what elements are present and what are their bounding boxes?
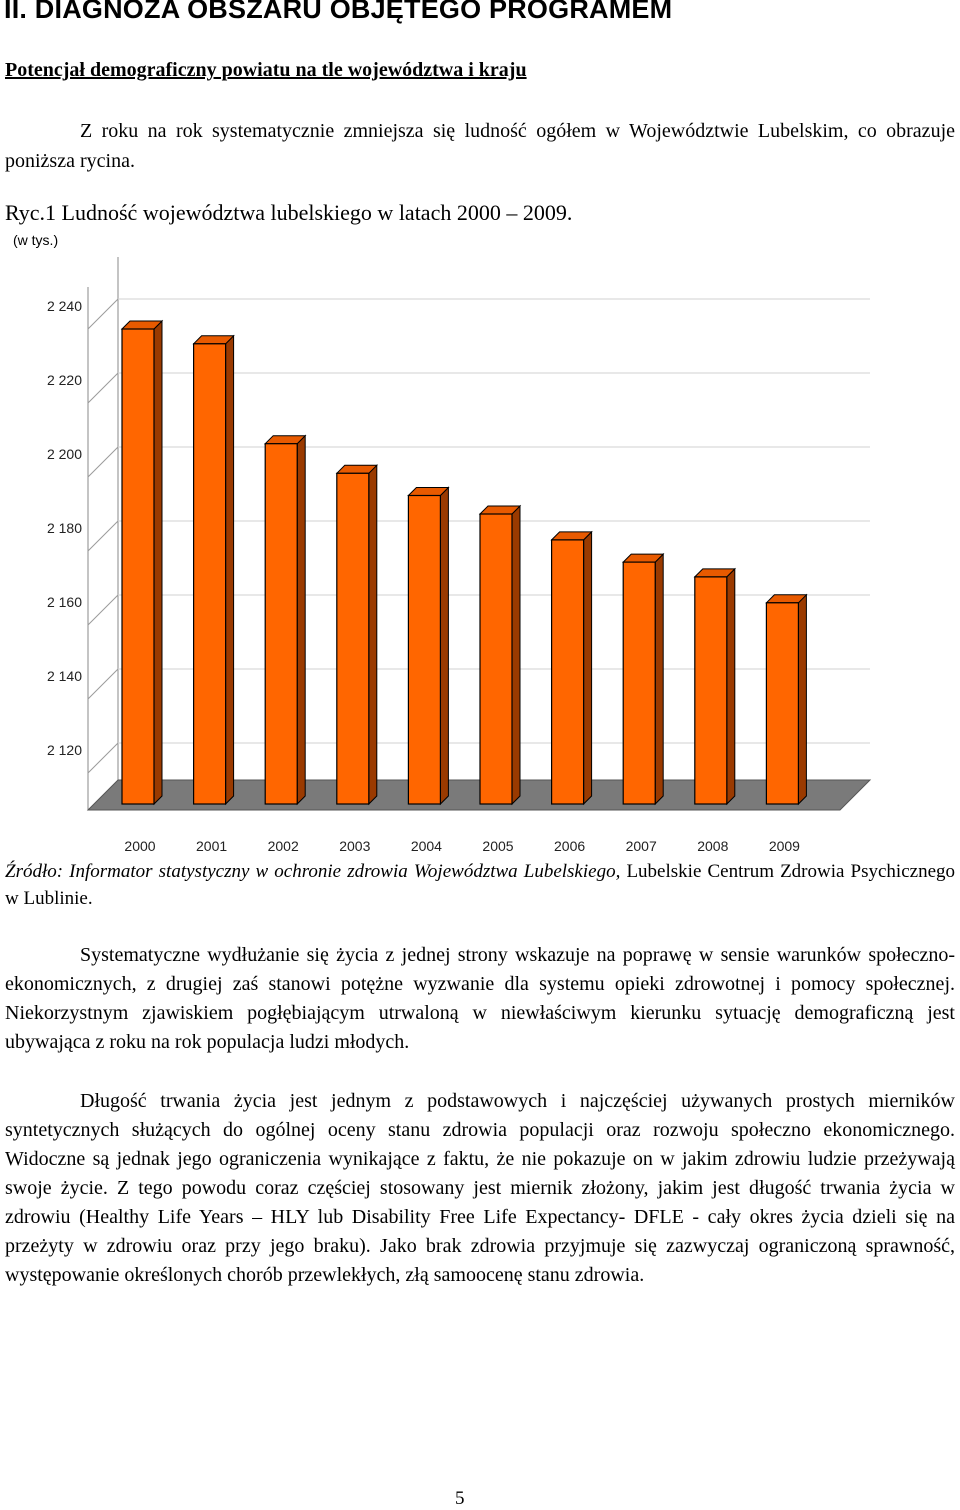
source-label: Źródło: Informator statystyczny w ochron…: [5, 861, 621, 882]
x-tick-label: 2005: [482, 838, 513, 854]
subheading: Potencjał demograficzny powiatu na tle w…: [5, 59, 527, 81]
bar-2002: [263, 434, 307, 806]
source-tail: Lubelskie Centrum Zdrowia Psychicznego w…: [5, 861, 956, 909]
x-tick-label: 2006: [554, 838, 585, 854]
bar-2007: [621, 552, 665, 806]
bar-2003: [335, 464, 379, 806]
y-tick-label: 2 160: [47, 594, 82, 610]
figure-caption: Ryc.1 Ludność województwa lubelskiego w …: [5, 200, 573, 225]
bar-2009: [765, 593, 808, 806]
page-number: 5: [455, 1488, 465, 1509]
bar-2006: [550, 530, 593, 806]
unit-label: (w tys.): [13, 232, 59, 248]
body-paragraph-2: Długość trwania życia jest jednym z pods…: [5, 1090, 955, 1286]
bar-2004: [407, 486, 450, 806]
population-bar-chart: 2 120 2 140 2 160 2 180 2 200 2 220 2 240 2000…: [47, 257, 872, 854]
section-heading: II. DIAGNOZA OBSZARU OBJĘTEGO PROGRAMEM: [4, 0, 673, 24]
x-tick-label: 2003: [339, 838, 370, 854]
chart-bars: [120, 319, 808, 806]
bar-2000: [120, 319, 164, 806]
bar-2008: [693, 567, 737, 806]
x-tick-label: 2001: [196, 838, 227, 854]
x-tick-label: 2008: [697, 838, 728, 854]
intro-paragraph: Z roku na rok systematycznie zmniejsza s…: [5, 120, 955, 172]
chart-source: Źródło: Informator statystyczny w ochron…: [5, 858, 955, 912]
x-tick-label: 2004: [411, 838, 442, 854]
y-tick-label: 2 180: [47, 520, 82, 536]
x-tick-label: 2000: [124, 838, 155, 854]
x-tick-label: 2002: [268, 838, 299, 854]
y-tick-label: 2 240: [47, 298, 82, 314]
x-tick-label: 2009: [769, 838, 800, 854]
y-tick-label: 2 140: [47, 668, 82, 684]
bar-2005: [478, 504, 522, 806]
y-tick-label: 2 220: [47, 372, 82, 388]
y-axis-tick-labels: 2 120 2 140 2 160 2 180 2 200 2 220 2 240: [47, 298, 82, 758]
body-paragraph-1: Systematyczne wydłużanie się życia z jed…: [5, 944, 955, 1053]
y-tick-label: 2 200: [47, 446, 82, 462]
x-axis-tick-labels: 2000 2001 2002 2003 2004 2005 2006 2007 2008 2009: [124, 838, 800, 854]
bar-2001: [192, 334, 235, 806]
x-tick-label: 2007: [626, 838, 657, 854]
y-tick-label: 2 120: [47, 742, 82, 758]
